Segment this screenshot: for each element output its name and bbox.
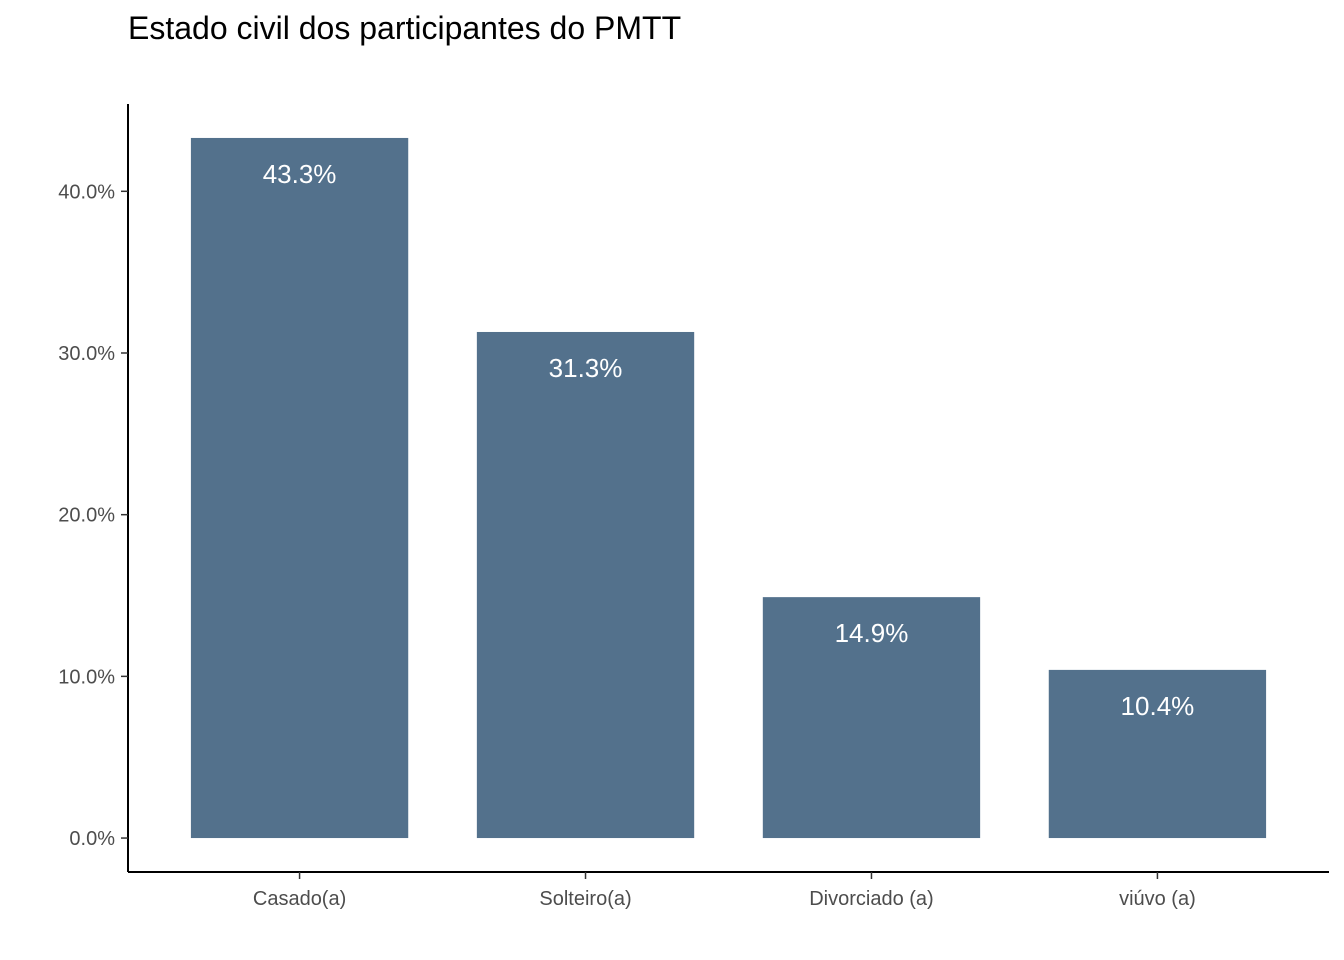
chart-title: Estado civil dos participantes do PMTT (128, 10, 682, 46)
y-tick-label: 40.0% (58, 181, 115, 203)
bar (476, 331, 695, 839)
labels-layer: 43.3% 31.3% 14.9% 10.4% 0.0% 10.0% 20.0% 30.0% 4… (58, 159, 1195, 910)
bar (1048, 669, 1267, 839)
x-tick-label: viúvo (a) (1119, 888, 1196, 910)
bar (190, 137, 409, 839)
y-tick-label: 30.0% (58, 343, 115, 365)
bar (762, 597, 981, 839)
bar-value-label: 31.3% (549, 353, 623, 383)
bars-layer (190, 137, 1267, 839)
bar-value-label: 14.9% (835, 618, 909, 648)
y-tick-label: 20.0% (58, 505, 115, 527)
y-tick-label: 0.0% (69, 828, 115, 850)
bar-value-label: 43.3% (263, 159, 337, 189)
x-tick-label: Divorciado (a) (809, 888, 933, 910)
bar-value-label: 10.4% (1121, 691, 1195, 721)
axes-layer (121, 104, 1329, 879)
x-tick-label: Solteiro(a) (539, 888, 631, 910)
x-tick-label: Casado(a) (253, 888, 346, 910)
y-tick-label: 10.0% (58, 666, 115, 688)
